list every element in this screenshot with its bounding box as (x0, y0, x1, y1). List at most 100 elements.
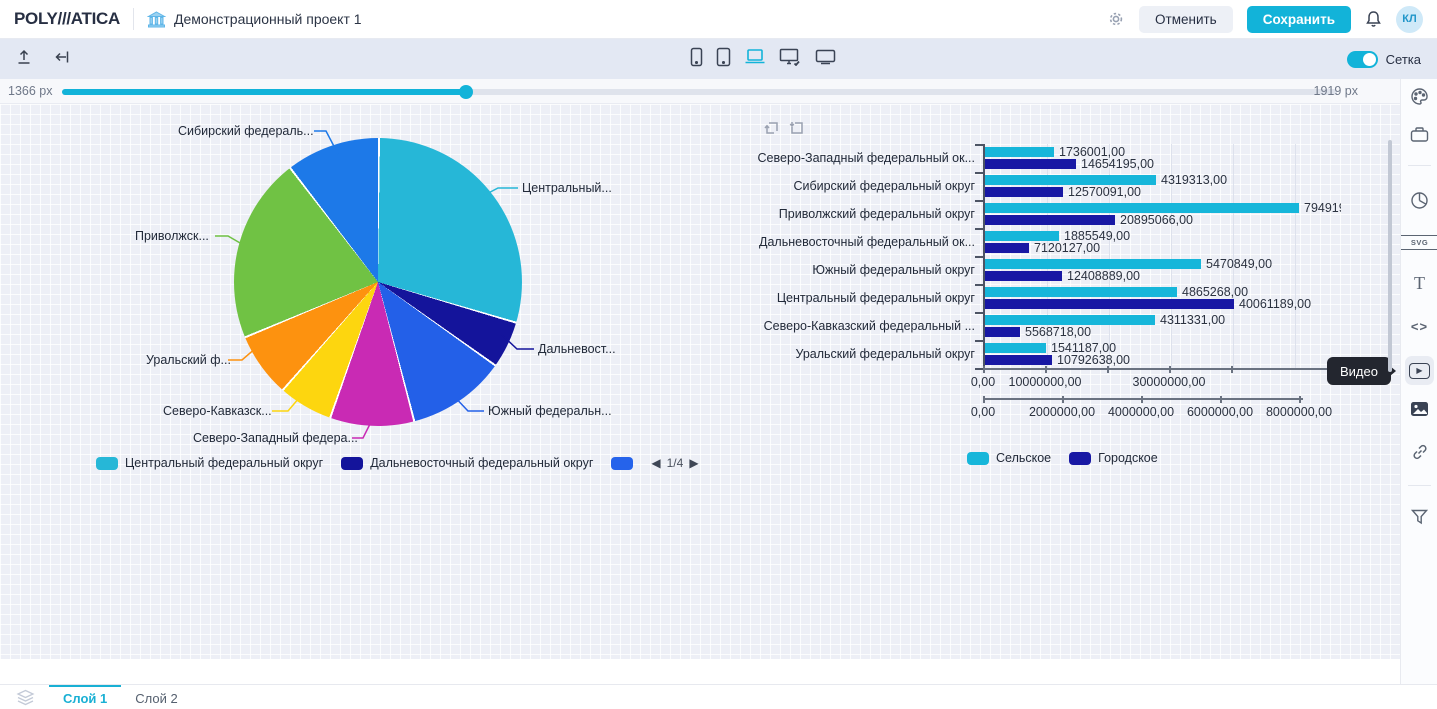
bar-legend: Сельское Городское (967, 451, 1158, 465)
axis-tick-label: 30000000,00 (1132, 375, 1206, 389)
legend-pager: ◀ 1/4 ▶ (651, 456, 698, 470)
grid-toggle-label: Сетка (1385, 51, 1421, 67)
bar[interactable] (985, 287, 1177, 297)
bar-value-label: 1541187,00 (1051, 341, 1117, 355)
bar-value-label: 4311331,00 (1160, 313, 1226, 327)
bar[interactable] (985, 187, 1063, 197)
axis-tick-label: 0,00 (970, 375, 996, 389)
project-title: Демонстрационный проект 1 (173, 11, 362, 27)
text-widget-icon[interactable]: T (1414, 273, 1425, 293)
bar-group[interactable]: 1541187,00 10792638,00 (985, 340, 1341, 368)
bar[interactable] (985, 259, 1201, 269)
image-widget-icon[interactable] (1401, 401, 1437, 417)
bar[interactable] (985, 327, 1020, 337)
legend-item: Дальневосточный федеральный округ (341, 456, 593, 470)
video-widget-icon[interactable]: ▶ (1405, 356, 1434, 385)
bar-group[interactable]: 5470849,00 12408889,00 (985, 256, 1341, 284)
device-desktop-check-icon[interactable] (779, 48, 802, 71)
axis-tick (1062, 396, 1064, 403)
sidebar-divider (1408, 485, 1431, 486)
bar-category-label: Южный федеральный округ (812, 263, 975, 277)
bar-group[interactable]: 1885549,00 7120127,00 (985, 228, 1341, 256)
bar-group[interactable]: 4319313,00 12570091,00 (985, 172, 1341, 200)
bar-group[interactable]: 7949198,00 20895066,00 (985, 200, 1341, 228)
legend-next-icon[interactable]: ▶ (689, 456, 699, 470)
header-divider (132, 8, 134, 30)
bar-category-label: Центральный федеральный округ (776, 291, 975, 305)
bar[interactable] (985, 343, 1046, 353)
axis-tick-label: 2000000,00 (1028, 405, 1096, 419)
bar-axis-tick (975, 312, 985, 314)
bar-category-label: Дальневосточный федеральный ок... (759, 235, 975, 249)
bar[interactable] (985, 147, 1054, 157)
legend-swatch (1069, 451, 1092, 465)
bar-axis-tick (975, 144, 985, 146)
pie-chart-widget-icon[interactable] (1401, 191, 1437, 210)
send-to-back-icon[interactable] (764, 120, 780, 141)
pie-legend: Центральный федеральный округ Дальневост… (96, 456, 699, 470)
grid-toggle[interactable] (1346, 50, 1378, 68)
device-tv-icon[interactable] (815, 48, 836, 70)
bar-group[interactable]: 1736001,00 14654195,00 (985, 144, 1341, 172)
axis-tick (1045, 366, 1047, 373)
axis-tick-label: 0,00 (970, 405, 996, 419)
bar-value-label: 12408889,00 (1067, 269, 1140, 283)
cancel-button[interactable]: Отменить (1139, 5, 1233, 33)
sidebar-divider (1408, 165, 1431, 166)
width-slider-handle[interactable] (459, 85, 473, 99)
bar-category-label: Сибирский федеральный округ (793, 179, 975, 193)
bar-gridline (1109, 144, 1110, 368)
notifications-bell-icon[interactable] (1365, 10, 1382, 28)
bar-axis-tick (975, 284, 985, 286)
bar-category-label: Приволжский федеральный округ (778, 207, 975, 221)
pie-slice-label: Уральский ф... (146, 353, 231, 367)
bar[interactable] (985, 271, 1062, 281)
axis-tick-label: 6000000,00 (1186, 405, 1254, 419)
export-upload-icon[interactable] (16, 49, 32, 70)
avatar[interactable]: КЛ (1396, 5, 1423, 33)
settings-gear-icon[interactable] (1107, 10, 1125, 28)
link-widget-icon[interactable] (1401, 443, 1437, 461)
axis-tick-label: 4000000,00 (1107, 405, 1175, 419)
svg-widget-icon[interactable]: SVG (1401, 235, 1437, 250)
bar[interactable] (985, 215, 1115, 225)
save-button[interactable]: Сохранить (1246, 5, 1351, 33)
bar[interactable] (985, 243, 1029, 253)
legend-label: Центральный федеральный округ (125, 456, 324, 470)
axis-tick (983, 366, 985, 373)
legend-label: Дальневосточный федеральный округ (370, 456, 594, 470)
layer-tab-2[interactable]: Слой 2 (135, 690, 178, 706)
device-phone-icon[interactable] (690, 47, 703, 72)
pie-chart[interactable] (234, 138, 522, 426)
bar-gridline (1047, 144, 1048, 368)
bar-axis-tick (975, 256, 985, 258)
bar[interactable] (985, 299, 1234, 309)
width-slider-track[interactable] (62, 85, 1337, 99)
bar-group[interactable]: 4311331,00 5568718,00 (985, 312, 1341, 340)
filter-icon[interactable] (1401, 509, 1437, 525)
bring-to-front-icon[interactable] (789, 120, 805, 141)
vertical-scrollbar[interactable] (1388, 140, 1392, 372)
layers-bar: Слой 1 Слой 2 (0, 684, 1437, 709)
collapse-left-icon[interactable] (54, 49, 70, 70)
bar[interactable] (985, 203, 1299, 213)
bar[interactable] (985, 175, 1156, 185)
width-slider-fill (62, 89, 466, 95)
bar-axis-tick (975, 368, 985, 370)
bar-group[interactable]: 4865268,00 40061189,00 (985, 284, 1341, 312)
bar[interactable] (985, 315, 1155, 325)
device-laptop-icon[interactable] (744, 48, 766, 70)
bar[interactable] (985, 159, 1076, 169)
bar[interactable] (985, 355, 1052, 365)
layer-tab-1[interactable]: Слой 1 (49, 685, 122, 709)
bar[interactable] (985, 231, 1059, 241)
code-widget-icon[interactable]: <> (1410, 319, 1429, 334)
dashboard-canvas[interactable]: Центральный... Дальневост... Южный федер… (0, 104, 1400, 659)
device-tablet-icon[interactable] (716, 47, 731, 72)
legend-prev-icon[interactable]: ◀ (651, 456, 661, 470)
axis-tick (1299, 396, 1301, 403)
bar-axis-tick (975, 172, 985, 174)
bar-chart[interactable]: Северо-Западный федеральный ок... Сибирск… (755, 144, 1341, 426)
palette-icon[interactable] (1401, 87, 1437, 106)
panel-icon[interactable] (1401, 126, 1437, 143)
